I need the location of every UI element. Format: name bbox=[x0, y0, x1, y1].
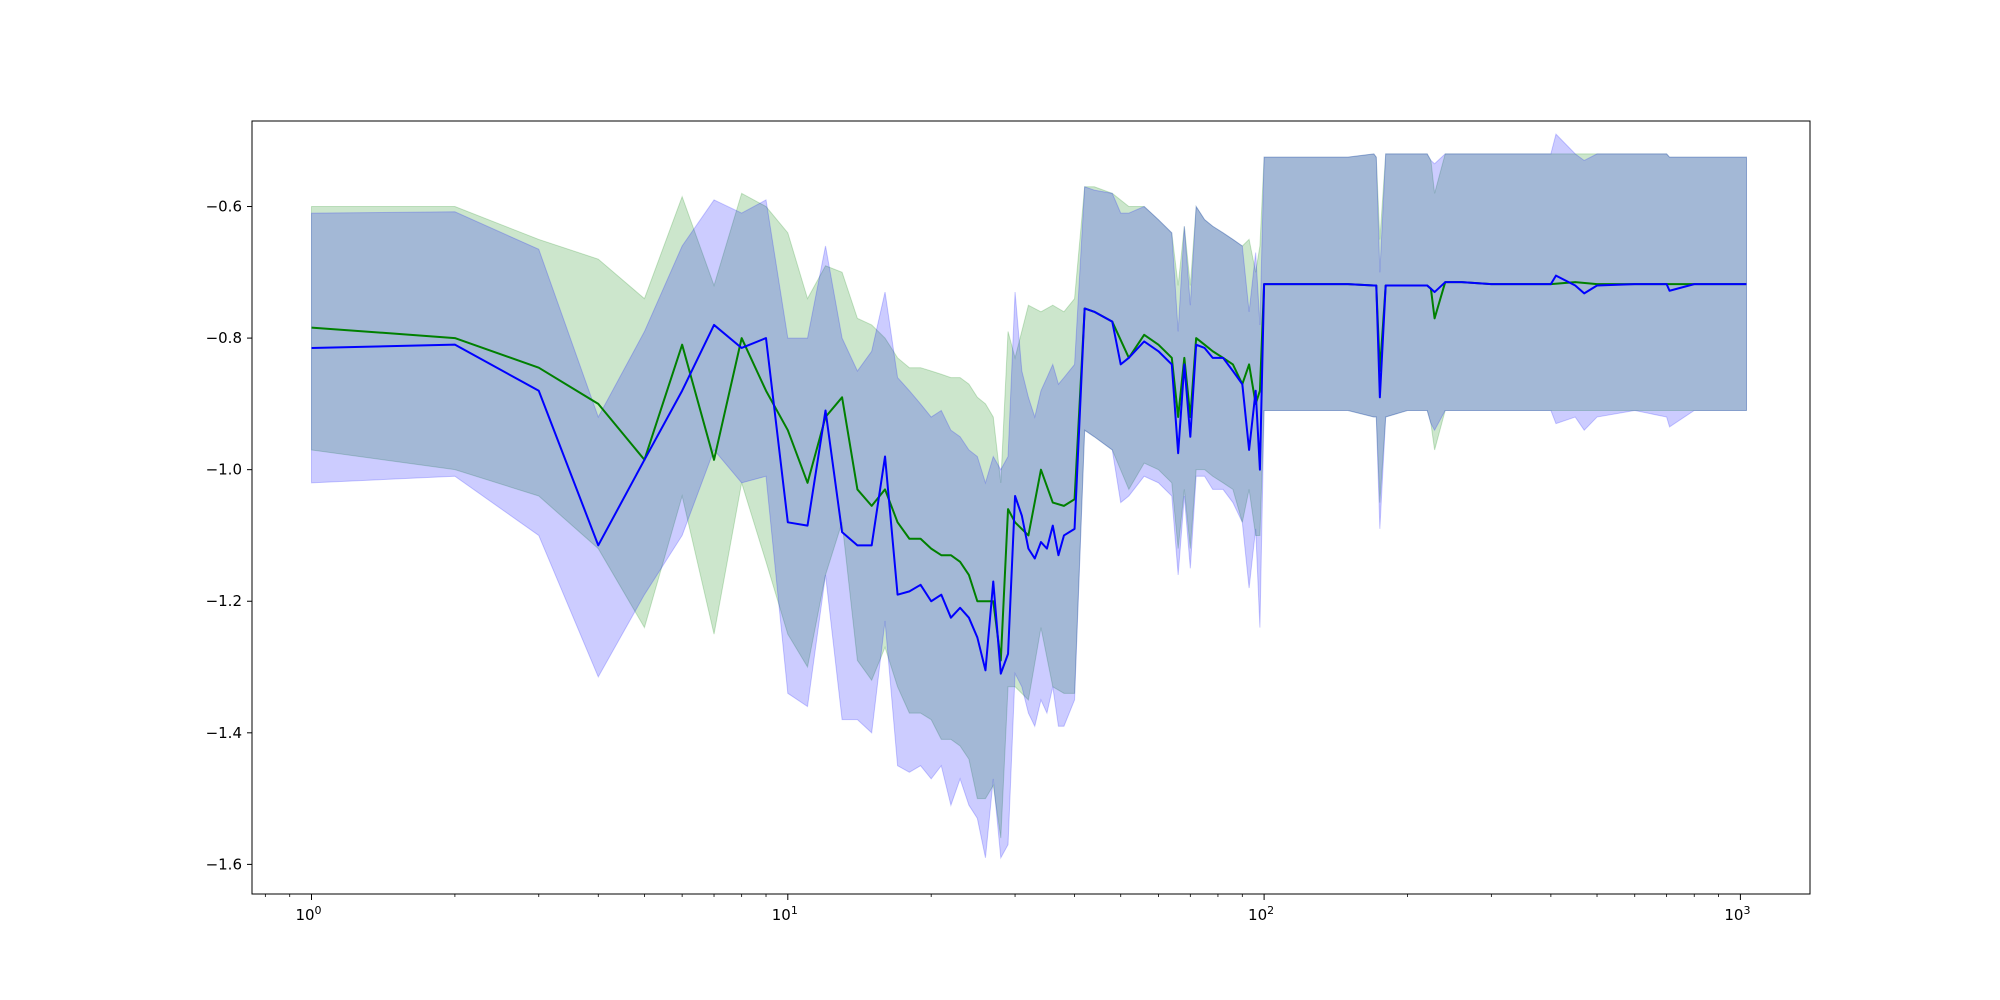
x-axis: 100 101 102 103 bbox=[264, 894, 1750, 924]
confidence-bands bbox=[311, 133, 1748, 860]
plot-frame bbox=[251, 120, 1811, 895]
y-tick-label: −1.6 bbox=[206, 855, 242, 873]
x-tick-label: 103 bbox=[1724, 904, 1750, 924]
x-tick-label: 101 bbox=[772, 904, 798, 924]
y-axis: −0.6 −0.8 −1.0 −1.2 −1.4 −1.6 bbox=[206, 198, 252, 873]
y-tick-label: −0.8 bbox=[206, 329, 242, 347]
y-tick-label: −1.2 bbox=[206, 592, 242, 610]
x-tick-label: 100 bbox=[295, 904, 321, 924]
series-1-band bbox=[311, 153, 1748, 839]
y-tick-label: −0.6 bbox=[206, 198, 242, 216]
y-tick-label: −1.0 bbox=[206, 461, 242, 479]
series-lines bbox=[311, 274, 1747, 675]
series-2-band bbox=[311, 133, 1748, 860]
x-tick-label: 102 bbox=[1248, 904, 1274, 924]
series-2-line bbox=[311, 274, 1747, 675]
y-tick-label: −1.4 bbox=[206, 724, 242, 742]
